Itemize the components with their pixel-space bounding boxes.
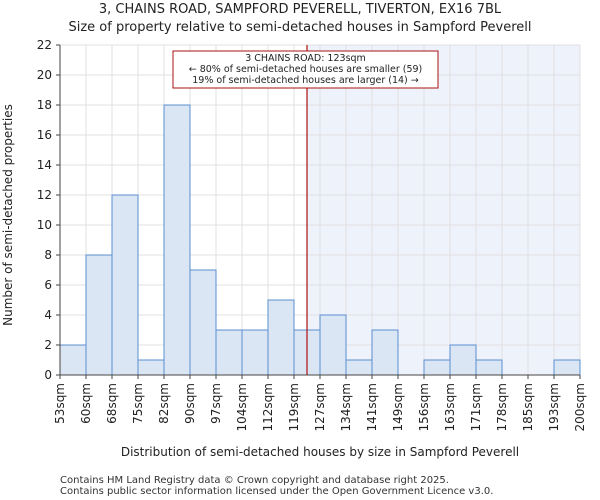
x-axis-label: Distribution of semi-detached houses by … (121, 445, 519, 459)
x-tick-label: 149sqm (391, 383, 405, 431)
bar (475, 359, 503, 376)
bar (319, 314, 347, 376)
y-tick-labels: 0 2 4 6 8 10 12 14 16 18 20 22 (37, 38, 60, 382)
y-tick-label: 8 (44, 248, 52, 262)
bar (423, 359, 451, 376)
y-axis-label: Number of semi-detached properties (1, 104, 15, 326)
bar (371, 329, 399, 376)
bar (137, 359, 165, 376)
x-tick-label: 82sqm (157, 383, 171, 424)
x-tick-label: 127sqm (313, 383, 327, 431)
x-tick-labels: 53sqm 60sqm 68sqm 75sqm 82sqm 90sqm 97sqm 104sq… (53, 375, 587, 431)
x-tick-label: 163sqm (443, 383, 457, 431)
bar (163, 104, 191, 376)
x-tick-label: 141sqm (365, 383, 379, 431)
y-tick-label: 18 (37, 98, 52, 112)
highlight-region (307, 45, 580, 375)
annotation-box: 3 CHAINS ROAD: 123sqm ← 80% of semi-deta… (172, 50, 439, 89)
y-tick-label: 16 (37, 128, 52, 142)
y-tick-label: 6 (44, 278, 52, 292)
x-tick-label: 178sqm (495, 383, 509, 431)
annotation-line3: 19% of semi-detached houses are larger (… (192, 75, 419, 86)
bar (59, 344, 87, 376)
bar (85, 254, 113, 376)
chart-subtitle: Size of property relative to semi-detach… (68, 20, 531, 35)
y-tick-label: 10 (37, 218, 52, 232)
x-tick-label: 97sqm (209, 383, 223, 424)
y-tick-label: 12 (37, 188, 52, 202)
bar (189, 269, 217, 376)
bar (241, 329, 269, 376)
plot-background (307, 45, 580, 375)
x-tick-label: 193sqm (547, 383, 561, 431)
x-tick-label: 90sqm (183, 383, 197, 424)
chart-title: 3, CHAINS ROAD, SAMPFORD PEVERELL, TIVER… (99, 2, 502, 17)
y-tick-label: 4 (44, 308, 52, 322)
x-tick-label: 60sqm (79, 383, 93, 424)
y-tick-label: 2 (44, 338, 52, 352)
x-tick-label: 68sqm (105, 383, 119, 424)
x-tick-label: 75sqm (131, 383, 145, 424)
x-tick-label: 200sqm (573, 383, 587, 431)
x-tick-label: 119sqm (287, 383, 301, 431)
footer-line1: Contains HM Land Registry data © Crown c… (60, 475, 449, 486)
bar (553, 359, 581, 376)
x-tick-label: 171sqm (469, 383, 483, 431)
y-tick-label: 20 (37, 68, 52, 82)
x-tick-label: 53sqm (53, 383, 67, 424)
x-tick-label: 134sqm (339, 383, 353, 431)
footer-line2: Contains public sector information licen… (60, 486, 493, 497)
x-tick-label: 104sqm (235, 383, 249, 431)
annotation-line2: ← 80% of semi-detached houses are smalle… (189, 64, 423, 75)
x-tick-label: 156sqm (417, 383, 431, 431)
bar (267, 299, 295, 376)
annotation-line1: 3 CHAINS ROAD: 123sqm (245, 53, 366, 64)
bar (111, 194, 139, 376)
bar (215, 329, 243, 376)
y-tick-label: 0 (44, 368, 52, 382)
bar (345, 359, 373, 376)
x-tick-label: 112sqm (261, 383, 275, 431)
y-tick-label: 14 (37, 158, 52, 172)
y-tick-label: 22 (37, 38, 52, 52)
annotation-frame (172, 50, 439, 89)
x-tick-label: 185sqm (521, 383, 535, 431)
bar (449, 344, 477, 376)
